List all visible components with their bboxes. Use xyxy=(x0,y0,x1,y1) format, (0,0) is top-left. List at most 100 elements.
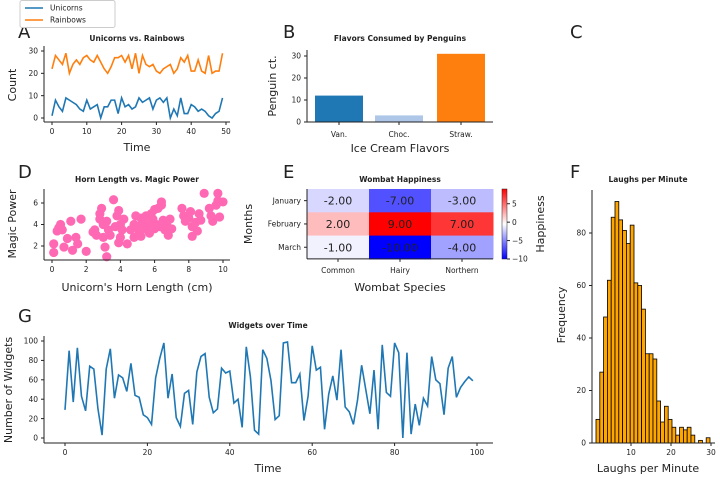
histogram-bar xyxy=(599,371,604,444)
cell-label: 7.00 xyxy=(450,218,475,231)
histogram-bar xyxy=(645,353,650,444)
scatter-point xyxy=(49,239,59,249)
y-tick-label-g: 60 xyxy=(28,376,38,385)
y-tick-label-f: 60 xyxy=(576,281,586,290)
scatter-point xyxy=(100,242,110,252)
scatter-point xyxy=(192,226,202,236)
scatter-point xyxy=(136,231,146,241)
y-tick-label-e: February xyxy=(268,220,302,229)
bar-choc xyxy=(375,115,423,122)
y-tick-label-d: 4 xyxy=(33,220,38,229)
x-tick-label-d: 8 xyxy=(186,265,191,274)
y-tick-label-f: 20 xyxy=(576,386,586,395)
chart-title: Flavors Consumed by Penguins xyxy=(334,34,467,43)
scatter-point xyxy=(108,195,119,205)
colorbar-label: Happiness xyxy=(534,195,547,253)
scatter-point xyxy=(73,239,83,249)
histogram-bar xyxy=(629,224,635,444)
y-tick-label-g: 20 xyxy=(28,414,38,423)
bar-straw xyxy=(437,53,485,122)
x-axis-label: Time xyxy=(254,462,282,475)
histogram-bar xyxy=(667,418,673,444)
scatter-point xyxy=(102,252,112,262)
scatter-point xyxy=(57,225,67,235)
histogram-bar xyxy=(690,434,696,444)
x-axis-label: Wombat Species xyxy=(354,281,446,294)
x-tick-label-d: 4 xyxy=(118,265,123,274)
x-tick-label-g: 100 xyxy=(470,448,485,457)
histogram-bar xyxy=(626,243,631,444)
x-axis-label: Time xyxy=(123,141,151,154)
y-tick-label-f: 0 xyxy=(581,439,586,448)
colorbar-tick-label: 5 xyxy=(512,199,517,208)
scatter-point xyxy=(156,197,167,207)
y-tick-label-b: 0 xyxy=(296,118,301,127)
histogram-bar xyxy=(607,279,612,444)
cell-label: -3.00 xyxy=(448,195,476,208)
y-tick-label-a: 0 xyxy=(33,114,38,123)
colorbar-tick-label: −10 xyxy=(512,255,528,264)
scatter-point xyxy=(114,205,124,216)
chart-title: Widgets over Time xyxy=(228,321,307,330)
histogram-bar xyxy=(679,426,684,444)
histogram-bar xyxy=(675,434,680,444)
scatter-point xyxy=(117,225,127,235)
histogram-bar xyxy=(648,353,654,444)
histogram-bar xyxy=(610,216,616,444)
heatmap-cell xyxy=(369,212,432,237)
x-tick-label-a: 0 xyxy=(50,127,55,136)
y-axis-label: Frequency xyxy=(555,286,568,343)
scatter-point xyxy=(96,203,107,213)
bar-van xyxy=(315,95,363,122)
colorbar-tick-label: −5 xyxy=(512,236,523,245)
x-tick-label-a: 40 xyxy=(186,127,196,136)
x-tick-label-d: 0 xyxy=(50,265,55,274)
scatter-point xyxy=(59,242,69,252)
histogram-bar xyxy=(633,282,639,444)
scatter-point xyxy=(218,197,228,207)
scatter-point xyxy=(177,203,187,213)
scatter-point xyxy=(122,239,132,249)
cell-label: 9.00 xyxy=(388,218,413,231)
scatter-point xyxy=(119,214,129,224)
cell-label: -10.00 xyxy=(382,241,417,254)
cell-label: -1.00 xyxy=(324,241,352,254)
series-line-rainbows xyxy=(51,52,224,77)
y-tick-label-d: 2 xyxy=(33,242,38,251)
x-tick-label-f: 10 xyxy=(626,448,636,457)
y-axis-label: Magic Power xyxy=(6,189,19,259)
legend-label: Unicorns xyxy=(50,4,83,13)
y-tick-label-a: 10 xyxy=(28,91,38,100)
y-axis-label: Months xyxy=(242,204,255,244)
scatter-point xyxy=(196,215,206,225)
heatmap-cell xyxy=(431,212,494,237)
legend: Unicorns Rainbows xyxy=(19,0,116,28)
scatter-point xyxy=(62,233,72,244)
scatter-point xyxy=(204,203,214,213)
heatmap-cell xyxy=(307,189,370,213)
histogram-bar xyxy=(652,358,658,444)
chart-title: Laughs per Minute xyxy=(608,175,687,184)
heatmap-cell xyxy=(431,235,494,260)
histogram-bar xyxy=(637,285,642,444)
scatter-point xyxy=(66,216,76,226)
series-line-unicorns xyxy=(51,95,224,121)
x-tick-label-a: 50 xyxy=(221,127,231,136)
scatter-point xyxy=(165,214,175,224)
y-axis-label: Penguin ct. xyxy=(266,55,279,116)
x-tick-label-a: 30 xyxy=(152,127,162,136)
histogram-bar xyxy=(660,421,665,444)
chart-title: Wombat Happiness xyxy=(359,175,441,184)
heatmap-cell xyxy=(431,189,494,213)
heatmap-cell xyxy=(307,235,370,260)
y-tick-label-g: 80 xyxy=(28,356,38,365)
histogram-bar xyxy=(705,437,711,444)
x-tick-label-g: 20 xyxy=(143,448,153,457)
x-axis-label: Unicorn's Horn Length (cm) xyxy=(62,281,213,294)
x-tick-label-d: 2 xyxy=(84,265,89,274)
histogram-bar xyxy=(656,400,661,444)
x-tick-label-a: 20 xyxy=(117,127,127,136)
heatmap-cell xyxy=(369,235,432,260)
y-tick-label-g: 100 xyxy=(24,337,39,346)
